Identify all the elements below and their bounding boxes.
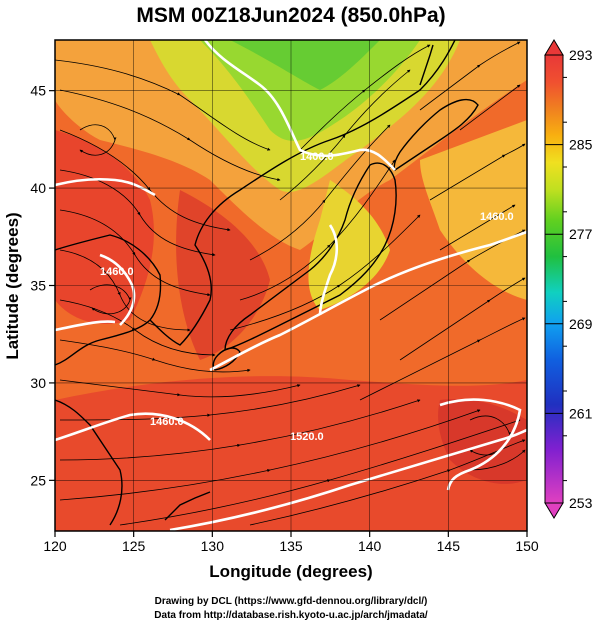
colorbar-top-arrow: [544, 39, 564, 56]
colorbar: 293 285 277 269 261 253: [544, 39, 593, 519]
height-contours: [55, 40, 527, 531]
colorbar-tick-label: 277: [569, 226, 593, 242]
colorbar-tick-label: 269: [569, 316, 593, 332]
x-axis-label: Longitude (degrees): [209, 562, 372, 581]
y-tick-label: 30: [30, 375, 46, 391]
y-tick-label: 35: [30, 278, 46, 294]
x-tick-label: 140: [358, 538, 382, 554]
x-axis: 120 125 130 135 140 145 150: [43, 531, 539, 554]
x-tick-label: 150: [515, 538, 539, 554]
y-axis: 25 30 35 40 45: [30, 83, 55, 488]
colorbar-tick-label: 285: [569, 137, 593, 153]
x-tick-label: 125: [122, 538, 146, 554]
contour-labels: 1400.0 1460.0 1460.0 1520.0 1460.0: [100, 151, 514, 443]
colorbar-bar: [544, 54, 564, 504]
grid-lines: [55, 40, 527, 531]
x-tick-label: 135: [279, 538, 303, 554]
contour-label: 1460.0: [480, 211, 514, 223]
y-tick-label: 45: [30, 83, 46, 99]
colorbar-tick-label: 253: [569, 495, 593, 511]
contour-label: 1400.0: [300, 151, 334, 163]
x-tick-label: 130: [201, 538, 225, 554]
credit-drawing: Drawing by DCL (https://www.gfd-dennou.o…: [155, 596, 428, 607]
chart-title: MSM 00Z18Jun2024 (850.0hPa): [136, 4, 445, 27]
colorbar-bottom-arrow: [544, 502, 564, 519]
contour-label: 1460.0: [150, 416, 184, 428]
x-tick-label: 120: [43, 538, 67, 554]
colorbar-tick-label: 261: [569, 405, 593, 421]
y-tick-label: 25: [30, 472, 46, 488]
contour-label: 1520.0: [290, 431, 324, 443]
colorbar-tick-label: 293: [569, 47, 593, 63]
credit-data: Data from http://database.rish.kyoto-u.a…: [154, 610, 428, 621]
y-tick-label: 40: [30, 180, 46, 196]
x-tick-label: 145: [437, 538, 461, 554]
y-axis-label: Latitude (degrees): [3, 212, 22, 359]
contour-label: 1460.0: [100, 266, 134, 278]
